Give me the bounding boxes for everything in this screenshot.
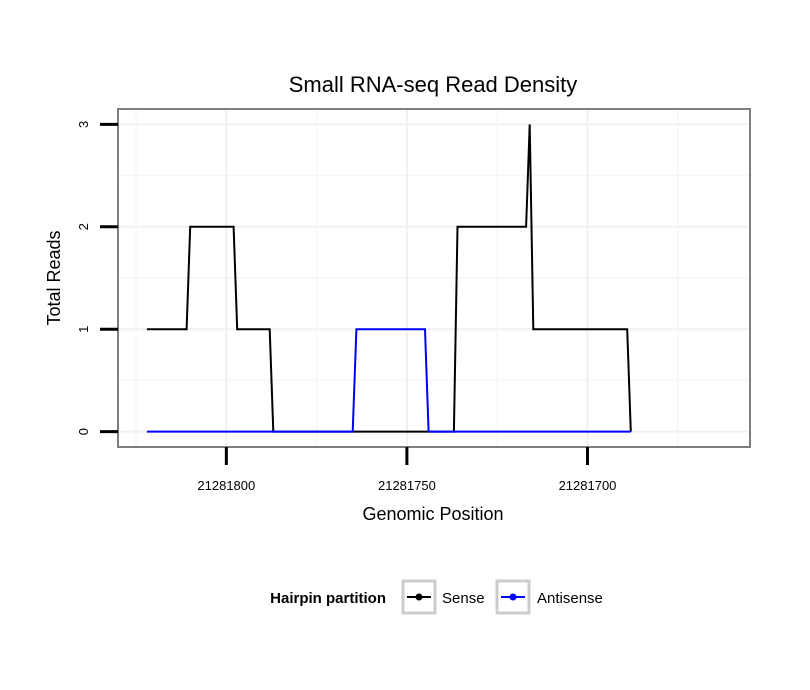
- legend-marker-sense: [415, 593, 423, 601]
- x-tick-label: 21281800: [197, 478, 255, 493]
- y-axis-title: Total Reads: [44, 230, 64, 325]
- x-axis: 21281800 21281750 21281700: [197, 447, 616, 493]
- x-axis-title: Genomic Position: [362, 504, 503, 524]
- x-tick-label: 21281750: [378, 478, 436, 493]
- legend-item-antisense: Antisense: [495, 579, 603, 615]
- y-axis: 0 1 2 3: [76, 121, 118, 435]
- legend-label-antisense: Antisense: [537, 590, 603, 607]
- y-tick-label: 3: [76, 121, 91, 128]
- series-line-antisense: [146, 328, 631, 433]
- series-layer: [146, 124, 632, 433]
- x-tick-label: 21281700: [559, 478, 617, 493]
- legend-item-sense: Sense: [401, 579, 485, 615]
- legend-label-sense: Sense: [442, 590, 485, 607]
- y-tick-label: 1: [76, 326, 91, 333]
- y-tick-label: 2: [76, 223, 91, 230]
- plot-border: [117, 108, 751, 448]
- legend: Hairpin partition Sense Antisense: [270, 579, 603, 615]
- grid: [118, 109, 750, 447]
- chart-title: Small RNA-seq Read Density: [289, 72, 578, 97]
- legend-title: Hairpin partition: [270, 590, 386, 607]
- legend-marker-antisense: [509, 593, 517, 601]
- y-tick-label: 0: [76, 428, 91, 435]
